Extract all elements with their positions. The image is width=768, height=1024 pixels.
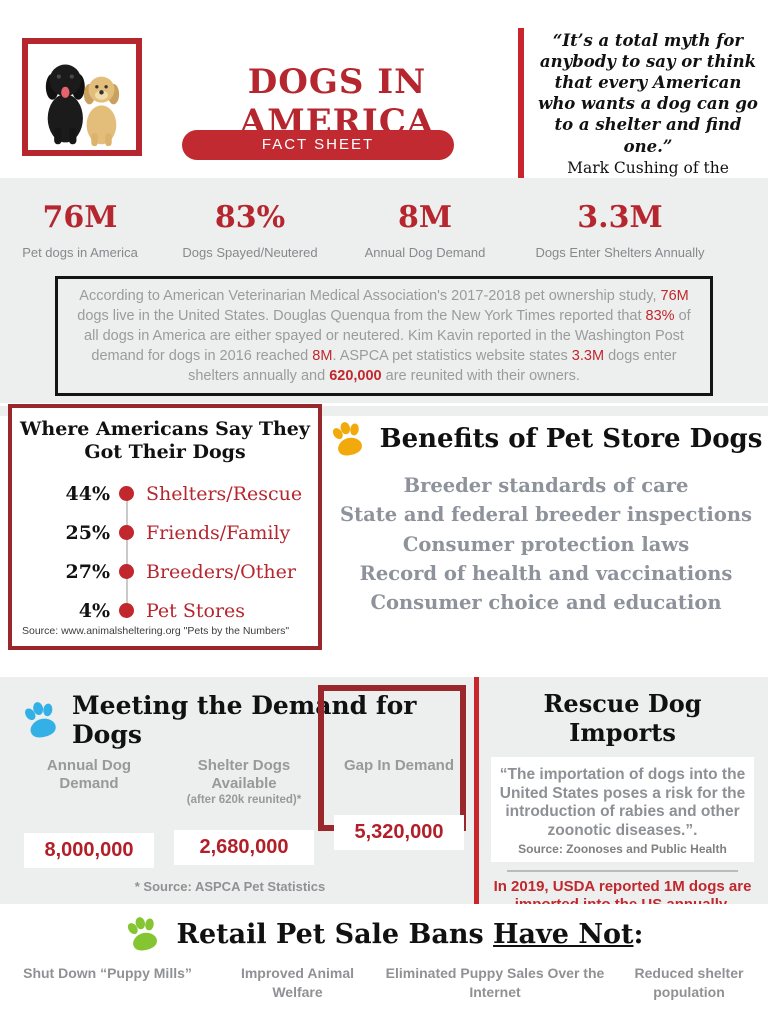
list-item: Consumer choice and education [370,591,722,614]
footer-title: Retail Pet Sale Bans Have Not: [176,918,644,950]
horizontal-divider [506,870,739,873]
benefits-title: Benefits of Pet Store Dogs [379,424,763,454]
chart-row-breeders: 27% Breeders/Other [12,552,318,591]
imports-quote: “The importation of dogs into the United… [499,766,746,839]
list-item: State and federal breeder inspections [340,503,752,527]
imports-title: Rescue Dog Imports [543,689,702,747]
chart-percent: 25% [65,521,111,544]
benefits-title-row: Benefits of Pet Store Dogs [328,418,764,459]
stat-label: Annual Dog Demand [364,245,486,260]
list-item: Record of health and vaccinations [359,561,733,585]
chart-connector-line [126,493,128,611]
demand-column-annual: Annual Dog Demand 8,000,000 [14,757,164,868]
value-box: 8,000,000 [23,833,155,868]
bottom-section: Meeting the Demand for Dogs Annual Dog D… [0,677,768,983]
stats-row: 76M Pet dogs in America 83% Dogs Spayed/… [0,178,730,260]
column-header: Gap In Demand [343,757,455,774]
paw-icon [21,698,61,741]
paw-icon [329,418,366,459]
stat-shelter-intake: 3.3M Dogs Enter Shelters Annually [510,200,730,260]
middle-section: Where Americans Say They Got Their Dogs … [0,403,768,677]
demand-title-row: Meeting the Demand for Dogs [0,677,474,749]
footer-section: Retail Pet Sale Bans Have Not: Shut Down… [0,904,768,1024]
stat-label: Dogs Spayed/Neutered [182,245,318,260]
stat-label: Dogs Enter Shelters Annually [535,245,705,260]
column-subheader: (after 620k reunited)* [186,794,302,806]
benefits-section: Benefits of Pet Store Dogs Breeder stand… [328,418,764,617]
demand-column-shelter: Shelter Dogs Available (after 620k reuni… [164,757,324,868]
list-item: Breeder standards of care [403,474,689,497]
dot-marker-icon [119,486,134,502]
column-header: Shelter Dogs Available [197,757,291,792]
dot-marker-icon [119,603,134,619]
chart-rows: 44% Shelters/Rescue 25% Friends/Family 2… [12,474,318,630]
vertical-divider [474,677,479,904]
demand-column-gap: Gap In Demand 5,320,000 [324,757,474,868]
expert-quote-block: “It’s a total myth for anybody to say or… [518,28,764,198]
expert-quote-text: “It’s a total myth for anybody to say or… [538,31,758,156]
gray-accent-strip [0,406,768,416]
summary-paragraph-box: According to American Veterinarian Medic… [55,276,713,396]
footer-items: Shut Down “Puppy Mills” Improved Animal … [0,964,768,1002]
imports-quote-box: “The importation of dogs into the United… [491,757,754,863]
stat-value: 76M [42,200,118,235]
puppies-illustration [45,64,120,147]
stat-annual-demand: 8M Annual Dog Demand [340,200,510,260]
puppies-photo [22,38,142,156]
benefits-list: Breeder standards of care State and fede… [328,471,764,617]
imports-quote-source: Source: Zoonoses and Public Health [518,842,727,857]
footer-title-underlined: Have Not [493,918,634,950]
stat-value: 8M [397,200,453,235]
stat-label: Pet dogs in America [22,245,138,260]
value-box: 5,320,000 [333,815,465,850]
chart-row-shelters: 44% Shelters/Rescue [12,474,318,513]
chart-category: Breeders/Other [146,560,296,583]
chart-row-pet-stores: 4% Pet Stores [12,591,318,630]
stat-value: 3.3M [577,200,663,235]
dog-source-chart: Where Americans Say They Got Their Dogs … [8,404,322,650]
chart-percent: 4% [78,599,110,622]
chart-percent: 27% [65,560,111,583]
header-section: DOGS IN AMERICA FACT SHEET “It’s a total… [0,0,768,198]
chart-row-friends: 25% Friends/Family [12,513,318,552]
value-box: 2,680,000 [174,830,314,865]
stat-pet-dogs: 76M Pet dogs in America [0,200,160,260]
list-item: Improved Animal Welfare [240,965,355,1000]
demand-title: Meeting the Demand for Dogs [72,691,417,749]
chart-percent: 44% [65,482,111,505]
key-stats-section: 76M Pet dogs in America 83% Dogs Spayed/… [0,178,768,403]
demand-columns: Annual Dog Demand 8,000,000 Shelter Dogs… [0,757,474,868]
chart-source: Source: www.animalsheltering.org "Pets b… [22,625,290,637]
chart-category: Shelters/Rescue [146,482,303,505]
list-item: Shut Down “Puppy Mills” [23,965,192,981]
list-item: Consumer protection laws [402,532,690,556]
chart-category: Pet Stores [146,599,246,622]
demand-source: * Source: ASPCA Pet Statistics [134,879,326,894]
list-item: Eliminated Puppy Sales Over the Internet [385,965,605,1000]
imports-section: Rescue Dog Imports “The importation of d… [479,677,768,983]
list-item: Reduced shelter population [634,965,744,1000]
paw-icon [124,913,161,954]
stat-value: 83% [214,200,286,235]
chart-category: Friends/Family [146,521,291,544]
dot-marker-icon [119,525,134,541]
footer-title-row: Retail Pet Sale Bans Have Not: [0,904,768,954]
stat-spayed-neutered: 83% Dogs Spayed/Neutered [160,200,340,260]
fact-sheet-badge: FACT SHEET [182,130,454,160]
dot-marker-icon [119,564,134,580]
column-header: Annual Dog Demand [46,757,132,792]
chart-title: Where Americans Say They Got Their Dogs [20,418,310,464]
demand-section: Meeting the Demand for Dogs Annual Dog D… [0,677,474,904]
